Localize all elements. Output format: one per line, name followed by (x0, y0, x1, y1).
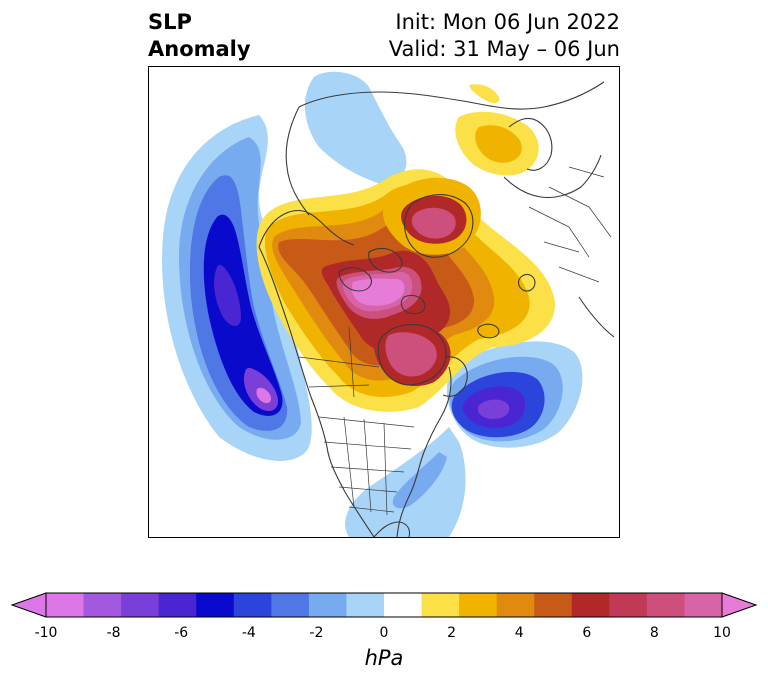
arctic-islands-1 (338, 267, 372, 292)
atlantic-low-core (477, 399, 510, 419)
arctic-edge-yellow (469, 84, 500, 104)
pacific-low (162, 115, 312, 461)
colorbar-cell (534, 593, 573, 617)
colorbar-cell (308, 593, 347, 617)
eurasia-borders (528, 166, 612, 283)
anomaly-map (148, 66, 620, 538)
colorbar-tick-label: 0 (379, 625, 389, 641)
baffin-high-rose (411, 207, 456, 239)
atlantic-low (446, 341, 583, 448)
colorbar-cell (46, 593, 85, 617)
pacific-low-deep (203, 214, 283, 416)
baffin-high (382, 177, 481, 255)
na-west-coast (258, 246, 375, 537)
coastlines (258, 81, 615, 537)
iceland (477, 323, 500, 339)
arctic-high-core (351, 278, 405, 306)
colorbar-tick-label: 8 (649, 625, 659, 641)
eurasia-negative (304, 71, 407, 187)
colorbar-cell (646, 593, 685, 617)
pacific-low-purple-north (214, 264, 241, 326)
colorbar-cell (459, 593, 498, 617)
asia-east (285, 106, 310, 216)
europe-coast (503, 154, 602, 199)
colorbar-tick-label: -6 (174, 625, 189, 641)
colorbar-extend-min (10, 592, 47, 618)
colorbar-extend-max (721, 592, 758, 618)
colorbar-tick-label: 2 (447, 625, 457, 641)
gulf-coast (373, 521, 411, 537)
colorbar-outline (45, 592, 723, 618)
siberia-positive-gold (475, 125, 522, 163)
colorbar (10, 592, 758, 618)
colorbar-cells (46, 593, 723, 617)
title-left: SLP Anomaly (148, 9, 251, 63)
colorbar-units: hPa (364, 646, 404, 670)
colorbar-cell (121, 593, 160, 617)
alaska-coast (258, 209, 355, 248)
colorbar-tick-label: -4 (241, 625, 256, 641)
colorbar-cell (384, 593, 423, 617)
colorbar-cell (196, 593, 235, 617)
colorbar-cell (609, 593, 648, 617)
title-right: Init: Mon 06 Jun 2022 Valid: 31 May – 06… (389, 9, 620, 63)
hudson-bay (377, 324, 447, 386)
colorbar-cell (421, 593, 460, 617)
colorbar-cell (158, 593, 197, 617)
colorbar-cell (496, 593, 535, 617)
eastern-us-trough-inner (392, 452, 447, 509)
valid-range: Valid: 31 May – 06 Jun (388, 37, 620, 61)
scandinavia (508, 117, 553, 171)
colorbar-tick-label: -2 (309, 625, 324, 641)
colorbar-tick-label: 6 (582, 625, 592, 641)
hudson-high (373, 321, 451, 387)
siberia-coast (298, 81, 605, 110)
british-isles (518, 273, 536, 292)
map-svg (162, 71, 615, 537)
colorbar-tick-label: 10 (713, 625, 731, 641)
init-date: Init: Mon 06 Jun 2022 (395, 10, 620, 34)
colorbar-cell (684, 593, 723, 617)
pacific-low-core (256, 387, 272, 404)
arctic-islands-3 (400, 294, 426, 315)
colorbar-cell (271, 593, 310, 617)
colorbar-tick-label: -8 (106, 625, 121, 641)
colorbar-cell (346, 593, 385, 617)
eastern-us-trough (345, 427, 466, 537)
greenland (404, 194, 474, 258)
hudson-high-rose (385, 332, 437, 377)
canada-borders (298, 326, 380, 398)
colorbar-cell (571, 593, 610, 617)
title-variable-sub: Anomaly (148, 37, 251, 61)
colorbar-tick-label: -10 (34, 625, 58, 641)
arctic-islands-2 (368, 247, 403, 273)
us-borders (318, 416, 415, 516)
na-east-coast (396, 366, 452, 537)
colorbar-cell (233, 593, 272, 617)
colorbar-tick-label: 4 (514, 625, 524, 641)
colorbar-cell (83, 593, 122, 617)
labrador (442, 356, 468, 397)
title-variable: SLP (148, 10, 192, 34)
africa-north (578, 296, 615, 338)
